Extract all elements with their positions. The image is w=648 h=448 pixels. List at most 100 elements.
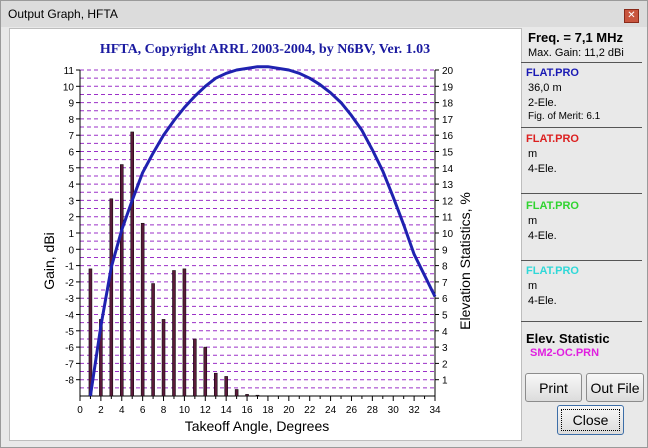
y2-tick-label: 13 [442, 180, 454, 191]
group-1-line-3: Fig. of Merit: 6.1 [528, 111, 601, 122]
elevation-bar [88, 268, 93, 397]
x-tick-label: 4 [119, 405, 125, 416]
elevation-bar [151, 283, 155, 397]
focus-rect [561, 409, 620, 431]
x-tick-label: 24 [325, 405, 337, 416]
y2-tick-label: 7 [442, 278, 448, 289]
window-close-icon[interactable]: ✕ [624, 9, 639, 23]
y-tick-label: 0 [68, 245, 74, 256]
y2-tick-label: 8 [442, 262, 448, 273]
elevation-bar [161, 319, 166, 397]
x-tick-label: 20 [283, 405, 295, 416]
y-tick-label: -3 [65, 294, 74, 305]
y-tick-label: 3 [68, 196, 74, 207]
x-tick-label: 0 [77, 405, 83, 416]
y-tick-label: 4 [68, 180, 74, 191]
x-tick-label: 14 [221, 405, 233, 416]
group-3-name: FLAT.PRO [526, 200, 579, 212]
y2-tick-label: 3 [442, 343, 448, 354]
y-tick-label: -8 [65, 376, 74, 387]
elevation-bar [193, 338, 197, 397]
group-2-line-1: m [528, 148, 538, 160]
x-tick-label: 10 [179, 405, 191, 416]
x-tick-label: 32 [409, 405, 421, 416]
divider [521, 62, 642, 63]
group-4-name: FLAT.PRO [526, 265, 579, 277]
x-tick-label: 16 [241, 405, 253, 416]
y2-tick-label: 10 [442, 229, 454, 240]
y2-tick-label: 15 [442, 148, 454, 159]
y-tick-label: 11 [64, 66, 75, 77]
y2-tick-label: 6 [442, 294, 448, 305]
x-tick-label: 6 [140, 405, 146, 416]
out-file-button[interactable]: Out File [586, 373, 644, 402]
y-tick-label: 7 [68, 131, 74, 142]
elevation-bar [203, 346, 208, 397]
y2-tick-label: 4 [442, 327, 448, 338]
y-tick-label: 5 [68, 164, 74, 175]
group-4-line-1: m [528, 280, 538, 292]
elevation-bar [172, 270, 176, 397]
elevation-bar [213, 372, 218, 397]
elevation-bar [245, 394, 249, 397]
y2-tick-label: 5 [442, 311, 448, 322]
y2-tick-label: 20 [442, 66, 454, 77]
y-tick-label: 10 [63, 82, 75, 93]
divider [521, 321, 642, 322]
elevation-bar [182, 268, 187, 397]
y-tick-label: -1 [65, 262, 74, 273]
x-tick-label: 34 [429, 405, 441, 416]
window-title: Output Graph, HFTA [8, 7, 118, 21]
y-tick-label: -4 [65, 311, 74, 322]
chart-title: HFTA, Copyright ARRL 2003-2004, by N6BV,… [100, 42, 430, 57]
freq-label: Freq. = 7,1 MHz [528, 30, 623, 45]
gain-curve [88, 65, 437, 397]
print-button[interactable]: Print [525, 373, 582, 402]
x-tick-label: 28 [367, 405, 379, 416]
y2-tick-label: 11 [442, 213, 453, 224]
x-tick-label: 26 [346, 405, 358, 416]
y-tick-label: 6 [68, 148, 74, 159]
sidebar: Freq. = 7,1 MHz Max. Gain: 11,2 dBi FLAT… [521, 27, 642, 443]
y2-tick-label: 17 [442, 115, 454, 126]
y-tick-label: -6 [65, 343, 74, 354]
y2-tick-label: 2 [442, 359, 448, 370]
divider [521, 127, 642, 128]
y-axis-label: Gain, dBi [41, 232, 57, 290]
title-bar[interactable]: Output Graph, HFTA ✕ [1, 1, 647, 27]
group-3-line-1: m [528, 215, 538, 227]
y2-tick-label: 19 [442, 82, 454, 93]
elevation-bar [234, 389, 239, 397]
y2-tick-label: 14 [442, 164, 454, 175]
x-tick-label: 30 [388, 405, 400, 416]
x-tick-label: 2 [98, 405, 104, 416]
elev-statistic-title: Elev. Statistic [526, 331, 610, 346]
elevation-bar [255, 394, 260, 397]
elevation-bar [120, 164, 124, 397]
close-button-label: Close [572, 412, 609, 428]
y-tick-label: -7 [65, 359, 74, 370]
elevation-bar [224, 376, 228, 397]
group-1-name: FLAT.PRO [526, 67, 579, 79]
y-tick-label: 9 [68, 99, 74, 110]
close-button[interactable]: Close [557, 405, 624, 435]
elevation-gain-chart: HFTA, Copyright ARRL 2003-2004, by N6BV,… [41, 42, 473, 434]
divider [521, 193, 642, 194]
elev-statistic-file: SM2-OC.PRN [530, 347, 600, 359]
y-tick-label: 1 [68, 229, 74, 240]
group-1-line-2: 2-Ele. [528, 97, 557, 109]
y2-tick-label: 12 [442, 196, 454, 207]
y-tick-label: 8 [68, 115, 74, 126]
x-tick-label: 18 [262, 405, 274, 416]
group-4-line-2: 4-Ele. [528, 295, 557, 307]
y2-tick-label: 18 [442, 99, 454, 110]
y2-axis-label: Elevation Statistics, % [457, 192, 473, 330]
y-tick-label: -5 [65, 327, 74, 338]
group-2-line-2: 4-Ele. [528, 163, 557, 175]
x-axis-label: Takeoff Angle, Degrees [185, 418, 330, 434]
elevation-bar [140, 222, 145, 397]
x-tick-label: 8 [161, 405, 167, 416]
y2-tick-label: 16 [442, 131, 454, 142]
max-gain-label: Max. Gain: 11,2 dBi [528, 47, 624, 59]
